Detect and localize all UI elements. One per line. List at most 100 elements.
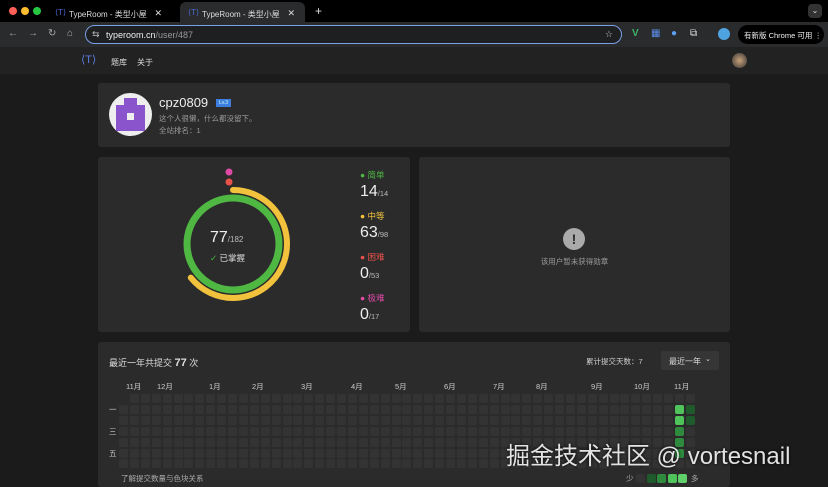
heatmap-cell[interactable] bbox=[555, 404, 564, 414]
heatmap-cell[interactable] bbox=[380, 437, 390, 447]
heatmap-cell[interactable] bbox=[391, 426, 401, 436]
heatmap-cell[interactable] bbox=[260, 448, 270, 458]
heatmap-cell[interactable] bbox=[565, 437, 575, 447]
heatmap-cell[interactable] bbox=[195, 448, 205, 458]
heatmap-cell[interactable] bbox=[249, 404, 259, 414]
browser-tab[interactable]: ⟨T⟩ TypeRoom - 类型小屋 ✕ bbox=[47, 2, 172, 22]
minimize-window-button[interactable] bbox=[21, 7, 29, 15]
heatmap-cell[interactable] bbox=[326, 426, 336, 436]
heatmap-cell[interactable] bbox=[402, 415, 412, 425]
heatmap-cell[interactable] bbox=[217, 426, 227, 436]
heatmap-cell[interactable] bbox=[358, 394, 368, 403]
heatmap-cell[interactable] bbox=[631, 459, 641, 469]
heatmap-cell[interactable] bbox=[446, 404, 455, 414]
heatmap-cell[interactable] bbox=[217, 459, 227, 469]
heatmap-cell[interactable] bbox=[260, 426, 270, 436]
heatmap-cell[interactable] bbox=[315, 459, 325, 469]
heatmap-cell[interactable] bbox=[467, 459, 477, 469]
heatmap-cell[interactable] bbox=[162, 404, 172, 414]
heatmap-cell[interactable] bbox=[587, 448, 597, 458]
heatmap-cell[interactable] bbox=[206, 459, 216, 469]
heatmap-cell[interactable] bbox=[424, 404, 434, 414]
heatmap-cell[interactable] bbox=[489, 426, 499, 436]
heatmap-cell[interactable] bbox=[478, 394, 488, 403]
heatmap-cell[interactable] bbox=[162, 415, 172, 425]
heatmap-cell[interactable] bbox=[282, 437, 292, 447]
heatmap-cell[interactable] bbox=[173, 448, 183, 458]
heatmap-cell[interactable] bbox=[631, 394, 641, 403]
heatmap-cell[interactable] bbox=[369, 394, 379, 403]
heatmap-cell[interactable] bbox=[456, 415, 466, 425]
heatmap-cell[interactable] bbox=[467, 394, 477, 403]
heatmap-cell[interactable] bbox=[674, 448, 684, 458]
heatmap-cell[interactable] bbox=[598, 426, 608, 436]
heatmap-cell[interactable] bbox=[653, 426, 663, 436]
heatmap-cell[interactable] bbox=[315, 448, 325, 458]
heatmap-cell[interactable] bbox=[500, 448, 510, 458]
heatmap-cell[interactable] bbox=[674, 394, 684, 403]
heatmap-cell[interactable] bbox=[653, 394, 663, 403]
heatmap-cell[interactable] bbox=[456, 426, 466, 436]
heatmap-cell[interactable] bbox=[380, 394, 390, 403]
heatmap-cell[interactable] bbox=[478, 404, 488, 414]
heatmap-cell[interactable] bbox=[565, 394, 575, 403]
heatmap-cell[interactable] bbox=[162, 448, 172, 458]
address-bar[interactable]: ⇆ typeroom.cn/user/487 ☆ bbox=[85, 25, 622, 44]
heatmap-cell[interactable] bbox=[478, 415, 488, 425]
heatmap-cell[interactable] bbox=[358, 426, 368, 436]
typeroom-logo[interactable]: ⟨T⟩ bbox=[81, 54, 97, 66]
heatmap-cell[interactable] bbox=[435, 448, 445, 458]
heatmap-cell[interactable] bbox=[587, 394, 597, 403]
heatmap-cell[interactable] bbox=[369, 448, 379, 458]
heatmap-cell[interactable] bbox=[173, 415, 183, 425]
heatmap-cell[interactable] bbox=[326, 404, 336, 414]
heatmap-cell[interactable] bbox=[347, 437, 357, 447]
heatmap-cell[interactable] bbox=[685, 404, 695, 414]
heatmap-cell[interactable] bbox=[337, 437, 346, 447]
heatmap-cell[interactable] bbox=[446, 426, 455, 436]
heatmap-cell[interactable] bbox=[282, 448, 292, 458]
heatmap-cell[interactable] bbox=[326, 448, 336, 458]
heatmap-cell[interactable] bbox=[151, 415, 161, 425]
heatmap-cell[interactable] bbox=[184, 394, 194, 403]
heatmap-cell[interactable] bbox=[391, 415, 401, 425]
heatmap-cell[interactable] bbox=[609, 437, 619, 447]
heatmap-cell[interactable] bbox=[587, 426, 597, 436]
heatmap-cell[interactable] bbox=[238, 415, 248, 425]
heatmap-cell[interactable] bbox=[424, 437, 434, 447]
heatmap-cell[interactable] bbox=[500, 415, 510, 425]
heatmap-cell[interactable] bbox=[598, 448, 608, 458]
heatmap-cell[interactable] bbox=[413, 404, 423, 414]
heatmap-cell[interactable] bbox=[184, 459, 194, 469]
heatmap-cell[interactable] bbox=[162, 426, 172, 436]
heatmap-cell[interactable] bbox=[555, 437, 564, 447]
heatmap-cell[interactable] bbox=[228, 437, 237, 447]
heatmap-cell[interactable] bbox=[489, 415, 499, 425]
heatmap-cell[interactable] bbox=[424, 415, 434, 425]
heatmap-cell[interactable] bbox=[664, 437, 673, 447]
heatmap-cell[interactable] bbox=[151, 426, 161, 436]
heatmap-cell[interactable] bbox=[249, 437, 259, 447]
heatmap-cell[interactable] bbox=[402, 459, 412, 469]
heatmap-cell[interactable] bbox=[544, 394, 554, 403]
extension-v-icon[interactable]: V bbox=[632, 28, 639, 39]
heatmap-cell[interactable] bbox=[609, 404, 619, 414]
heatmap-cell[interactable] bbox=[173, 426, 183, 436]
heatmap-cell[interactable] bbox=[664, 394, 673, 403]
heatmap-cell[interactable] bbox=[369, 437, 379, 447]
heatmap-cell[interactable] bbox=[337, 394, 346, 403]
heatmap-cell[interactable] bbox=[380, 404, 390, 414]
heatmap-cell[interactable] bbox=[555, 394, 564, 403]
heatmap-cell[interactable] bbox=[598, 437, 608, 447]
heatmap-cell[interactable] bbox=[282, 394, 292, 403]
heatmap-cell[interactable] bbox=[522, 394, 532, 403]
heatmap-cell[interactable] bbox=[555, 459, 564, 469]
heatmap-cell[interactable] bbox=[413, 459, 423, 469]
heatmap-cell[interactable] bbox=[500, 426, 510, 436]
heatmap-cell[interactable] bbox=[544, 426, 554, 436]
heatmap-cell[interactable] bbox=[217, 437, 227, 447]
close-tab-icon[interactable]: ✕ bbox=[287, 8, 295, 18]
heatmap-cell[interactable] bbox=[446, 437, 455, 447]
heatmap-cell[interactable] bbox=[282, 459, 292, 469]
heatmap-cell[interactable] bbox=[119, 459, 128, 469]
